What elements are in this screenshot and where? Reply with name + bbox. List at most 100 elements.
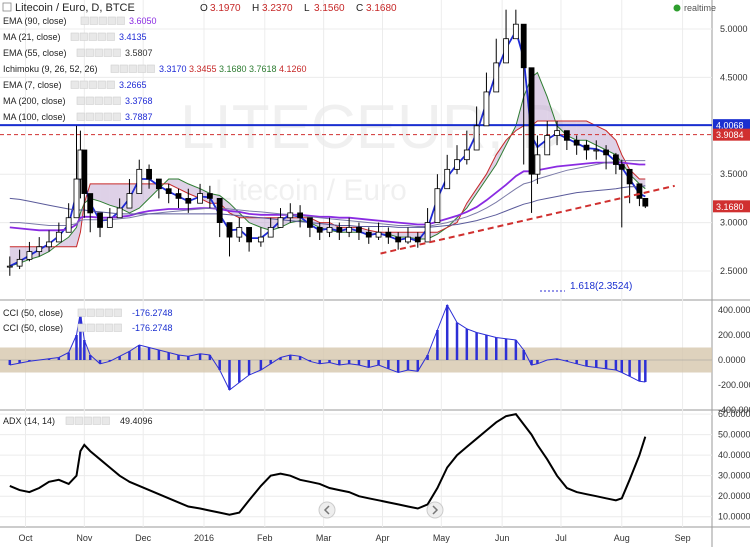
ohlc-label: O <box>200 3 208 14</box>
candle-body <box>414 236 421 243</box>
legend-name: MA (100, close) <box>3 112 66 122</box>
legend-control-button[interactable] <box>97 32 106 41</box>
cci-tick-label: 400.0000 <box>718 305 750 315</box>
candle-body <box>307 217 313 228</box>
price-tick-label: 4.5000 <box>720 72 748 82</box>
candle-body <box>316 227 323 233</box>
legend-control-button[interactable] <box>103 96 112 105</box>
candle-body <box>454 159 460 170</box>
legend-row: MA (200, close) 3.3768 <box>3 96 153 106</box>
legend-control-button[interactable] <box>110 64 119 73</box>
legend-control-button[interactable] <box>70 32 79 41</box>
legend-control-button[interactable] <box>101 416 110 425</box>
cloud-segment <box>537 72 548 121</box>
cloud-segment <box>586 120 597 146</box>
candle-body <box>528 67 535 175</box>
chart-header: Litecoin / Euro, D, BTCE O 3.1970 H 3.2370 L… <box>2 2 716 14</box>
legend-control-button[interactable] <box>95 323 104 332</box>
legend-control-button[interactable] <box>74 416 83 425</box>
candle-body <box>444 168 451 190</box>
legend-control-button[interactable] <box>89 16 98 25</box>
legend-control-button[interactable] <box>76 112 85 121</box>
legend-control-button[interactable] <box>103 48 112 57</box>
scroll-left-circle <box>318 501 336 519</box>
candle-body <box>618 164 625 170</box>
symbol-toggle[interactable] <box>2 2 12 12</box>
legend-control-button[interactable] <box>76 96 85 105</box>
x-tick-label: Oct <box>18 533 33 543</box>
cloud-segment <box>486 154 497 180</box>
legend-control-button[interactable] <box>119 64 128 73</box>
legend-value: 3.7887 <box>125 112 153 122</box>
cloud-segment <box>398 232 408 238</box>
candle-body <box>395 236 402 243</box>
legend-control-button[interactable] <box>104 308 113 317</box>
legend-control-button[interactable] <box>98 16 107 25</box>
legend-control-button[interactable] <box>112 112 121 121</box>
legend-control-button[interactable] <box>97 80 106 89</box>
legend-value: 3.7618 <box>249 64 277 74</box>
legend-row: EMA (90, close) 3.6050 <box>3 16 157 26</box>
legend-control-button[interactable] <box>128 64 137 73</box>
x-tick-label: Aug <box>614 533 630 543</box>
legend-control-button[interactable] <box>86 323 95 332</box>
scroll-left-button[interactable] <box>318 501 336 519</box>
candle-body <box>36 246 43 253</box>
legend-control-button[interactable] <box>83 416 92 425</box>
ohlc-value: 3.1560 <box>314 3 345 14</box>
legend-control-button[interactable] <box>146 64 155 73</box>
candle-body <box>336 227 343 233</box>
scroll-right-button[interactable] <box>426 501 444 519</box>
candle-body <box>520 23 527 69</box>
candle-body <box>226 222 233 238</box>
candle-body <box>554 130 560 136</box>
x-tick-label: Sep <box>675 533 691 543</box>
legend-control-button[interactable] <box>94 48 103 57</box>
legend-control-button[interactable] <box>80 16 89 25</box>
legend-control-button[interactable] <box>116 16 125 25</box>
candle-body <box>365 231 372 238</box>
legend-control-button[interactable] <box>95 308 104 317</box>
legend-control-button[interactable] <box>79 32 88 41</box>
legend-control-button[interactable] <box>104 323 113 332</box>
legend-control-button[interactable] <box>85 112 94 121</box>
legend-control-button[interactable] <box>94 96 103 105</box>
legend-control-button[interactable] <box>86 308 95 317</box>
cloud-segment <box>290 217 301 223</box>
legend-control-button[interactable] <box>103 112 112 121</box>
x-tick-label: Apr <box>375 533 389 543</box>
legend-control-button[interactable] <box>107 16 116 25</box>
legend-control-button[interactable] <box>76 48 85 57</box>
cci-legend-value: -176.2748 <box>132 323 173 333</box>
legend-name: Ichimoku (9, 26, 52, 26) <box>3 64 98 74</box>
legend-control-button[interactable] <box>77 323 86 332</box>
legend-control-button[interactable] <box>137 64 146 73</box>
legend-control-button[interactable] <box>70 80 79 89</box>
cloud-segment <box>58 237 69 247</box>
price-tick-label: 5.0000 <box>720 24 748 34</box>
candle-body <box>473 125 480 151</box>
legend-name: MA (21, close) <box>3 32 61 42</box>
legend-control-button[interactable] <box>65 416 74 425</box>
legend-control-button[interactable] <box>106 32 115 41</box>
legend-control-button[interactable] <box>106 80 115 89</box>
legend-control-button[interactable] <box>85 48 94 57</box>
cci-legend-value: -176.2748 <box>132 308 173 318</box>
legend-control-button[interactable] <box>85 96 94 105</box>
legend-control-button[interactable] <box>112 96 121 105</box>
candle-body <box>246 227 253 243</box>
legend-control-button[interactable] <box>112 48 121 57</box>
candles <box>6 9 649 276</box>
legend-control-button[interactable] <box>94 112 103 121</box>
legend-control-button[interactable] <box>113 323 122 332</box>
legend-control-button[interactable] <box>88 80 97 89</box>
legend-control-button[interactable] <box>79 80 88 89</box>
adx-tick-label: 50.0000 <box>718 430 750 440</box>
legend-control-button[interactable] <box>92 416 101 425</box>
legend-control-button[interactable] <box>113 308 122 317</box>
legend-control-button[interactable] <box>77 308 86 317</box>
legend-control-button[interactable] <box>88 32 97 41</box>
realtime-dot <box>673 4 681 12</box>
ohlc-label: C <box>356 3 363 14</box>
